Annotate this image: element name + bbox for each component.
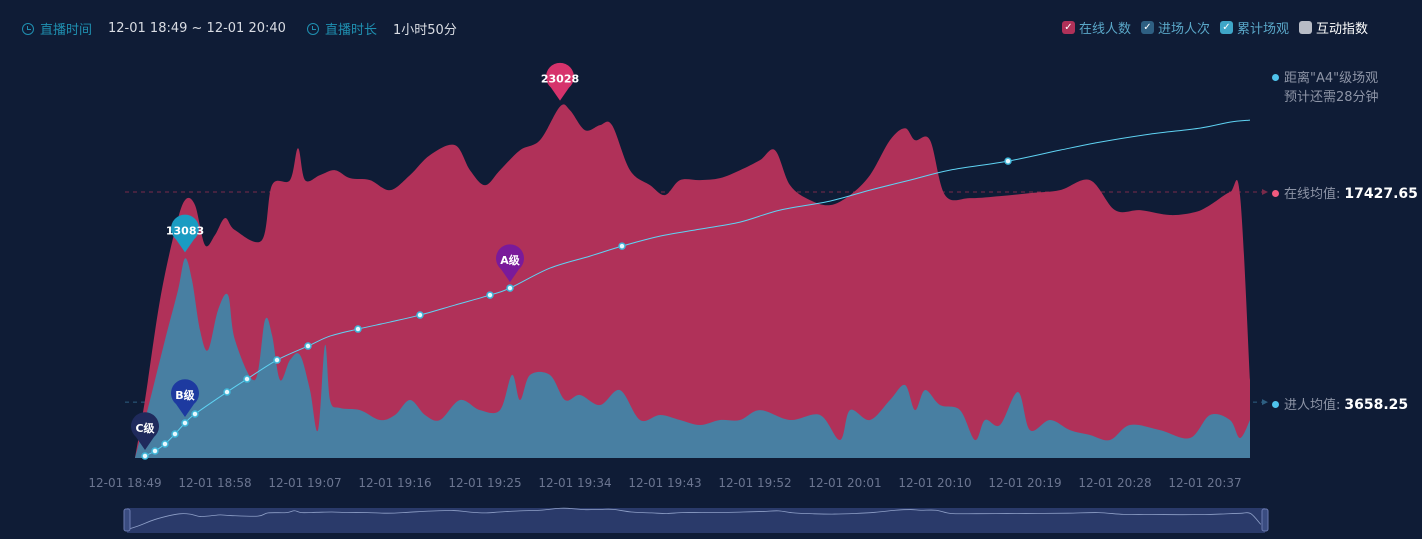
entry-area bbox=[135, 258, 1250, 458]
marker-label: 23028 bbox=[541, 73, 579, 86]
online-average: 在线均值: 17427.65 bbox=[1272, 183, 1418, 202]
legend-interaction[interactable]: 互动指数 bbox=[1298, 18, 1368, 37]
dot-icon bbox=[1272, 401, 1279, 408]
online-area bbox=[135, 104, 1250, 458]
legend: ✓ 在线人数 ✓ 进场人次 ✓ 累计场观 互动指数 bbox=[1061, 18, 1368, 37]
forecast-line2: 预计还需28分钟 bbox=[1284, 90, 1379, 105]
dot-icon bbox=[1272, 74, 1279, 81]
cumulative-point[interactable] bbox=[243, 375, 251, 383]
legend-label: 互动指数 bbox=[1315, 22, 1368, 37]
forecast-note: 距离"A4"级场观 预计还需28分钟 bbox=[1272, 69, 1379, 107]
x-tick-label: 12-01 20:01 bbox=[808, 476, 881, 490]
marker-pin bbox=[496, 244, 525, 283]
checkbox-checked-icon[interactable]: ✓ bbox=[1219, 21, 1233, 34]
marker-label: 13083 bbox=[166, 224, 204, 237]
live-duration-label: 直播时长 bbox=[325, 23, 378, 38]
checkbox-unchecked-icon[interactable] bbox=[1298, 21, 1312, 34]
live-duration: 直播时长 1小时50分 bbox=[307, 19, 457, 38]
cumulative-line bbox=[144, 119, 1251, 457]
x-tick-label: 12-01 19:07 bbox=[268, 476, 341, 490]
x-tick-label: 12-01 19:25 bbox=[448, 476, 521, 490]
x-tick-label: 12-01 20:37 bbox=[1168, 476, 1241, 490]
cumulative-point[interactable] bbox=[181, 419, 189, 427]
cumulative-point[interactable] bbox=[141, 452, 149, 460]
cumulative-point[interactable] bbox=[618, 242, 626, 250]
dot-icon bbox=[1272, 190, 1279, 197]
cumulative-point[interactable] bbox=[273, 356, 281, 364]
marker-pin bbox=[171, 214, 200, 253]
entry-avg-label: 进人均值: bbox=[1284, 398, 1341, 413]
marker-pin bbox=[171, 379, 200, 418]
legend-label: 在线人数 bbox=[1078, 22, 1131, 37]
checkbox-checked-icon[interactable]: ✓ bbox=[1061, 21, 1075, 34]
live-time-label: 直播时间 bbox=[40, 23, 93, 38]
marker-label: B级 bbox=[175, 388, 195, 402]
x-tick-label: 12-01 20:28 bbox=[1078, 476, 1151, 490]
cumulative-point[interactable] bbox=[486, 291, 494, 299]
slider-handle-right[interactable] bbox=[1261, 508, 1269, 532]
marker-label: C级 bbox=[135, 421, 155, 435]
x-tick-label: 12-01 19:43 bbox=[628, 476, 701, 490]
slider-preview-line bbox=[128, 507, 1262, 530]
x-tick-label: 12-01 19:34 bbox=[538, 476, 611, 490]
cumulative-point[interactable] bbox=[171, 430, 179, 438]
forecast-line1: 距离"A4"级场观 bbox=[1284, 71, 1379, 86]
cumulative-point[interactable] bbox=[223, 388, 231, 396]
marker-pin bbox=[131, 412, 160, 451]
marker-label: A级 bbox=[500, 253, 521, 267]
live-time: 直播时间 12-01 18:49 ~ 12-01 20:40 bbox=[22, 19, 286, 38]
cumulative-point[interactable] bbox=[1004, 157, 1012, 165]
cumulative-point[interactable] bbox=[506, 284, 514, 292]
checkbox-checked-icon[interactable]: ✓ bbox=[1140, 21, 1154, 34]
online-avg-value: 17427.65 bbox=[1344, 186, 1418, 202]
x-tick-label: 12-01 18:58 bbox=[178, 476, 251, 490]
legend-entry[interactable]: ✓ 进场人次 bbox=[1140, 18, 1210, 37]
cumulative-point[interactable] bbox=[191, 410, 199, 418]
live-time-range: 12-01 18:49 ~ 12-01 20:40 bbox=[108, 21, 286, 36]
entry-avg-value: 3658.25 bbox=[1344, 397, 1409, 413]
cumulative-point[interactable] bbox=[354, 325, 362, 333]
live-duration-value: 1小时50分 bbox=[393, 23, 457, 38]
legend-label: 累计场观 bbox=[1236, 22, 1289, 37]
legend-label: 进场人次 bbox=[1157, 22, 1210, 37]
legend-cumulative[interactable]: ✓ 累计场观 bbox=[1219, 18, 1289, 37]
entry-average: 进人均值: 3658.25 bbox=[1272, 394, 1408, 413]
cumulative-point[interactable] bbox=[161, 440, 169, 448]
x-tick-label: 12-01 20:10 bbox=[898, 476, 971, 490]
marker-pin bbox=[546, 62, 574, 101]
cumulative-point[interactable] bbox=[416, 311, 424, 319]
online-avg-label: 在线均值: bbox=[1284, 187, 1341, 202]
x-tick-label: 12-01 18:49 bbox=[88, 476, 161, 490]
x-tick-label: 12-01 19:52 bbox=[718, 476, 791, 490]
arrow-icon bbox=[1262, 189, 1268, 196]
arrow-icon bbox=[1262, 399, 1268, 406]
slider-handle-left[interactable] bbox=[123, 508, 131, 532]
clock-icon bbox=[22, 22, 34, 35]
legend-online[interactable]: ✓ 在线人数 bbox=[1061, 18, 1131, 37]
x-tick-label: 12-01 19:16 bbox=[358, 476, 431, 490]
x-tick-label: 12-01 20:19 bbox=[988, 476, 1061, 490]
cumulative-point[interactable] bbox=[304, 342, 312, 350]
cumulative-point[interactable] bbox=[151, 447, 159, 455]
clock-icon bbox=[307, 22, 319, 35]
